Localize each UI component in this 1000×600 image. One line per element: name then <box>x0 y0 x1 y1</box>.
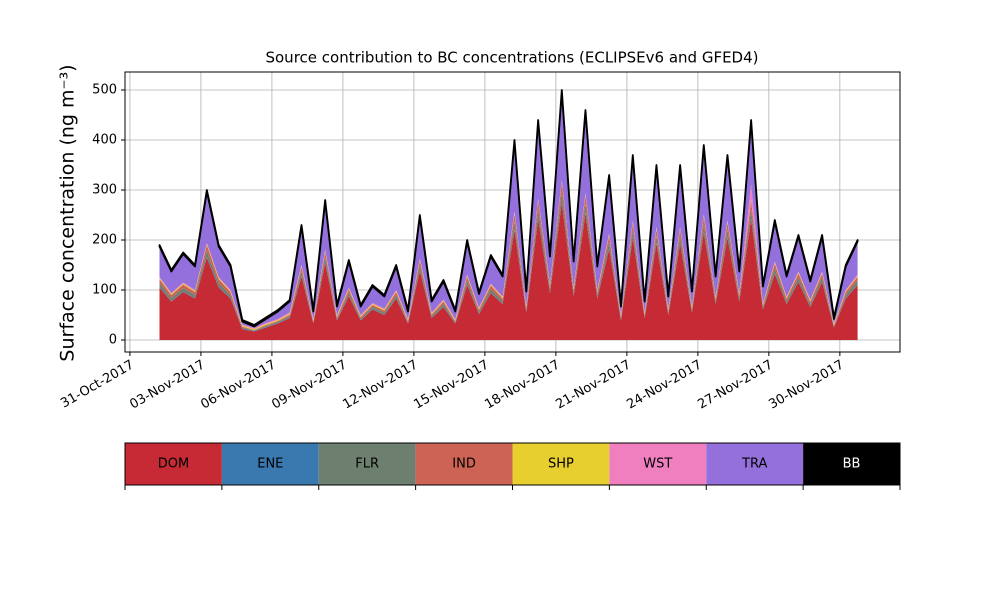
legend-label: WST <box>643 457 672 472</box>
x-tick-label: 18-Nov-2017 <box>482 358 562 413</box>
legend-label: DOM <box>158 457 189 472</box>
legend-swatch <box>318 443 416 485</box>
y-tick-label: 500 <box>92 83 117 98</box>
x-tick-label: 09-Nov-2017 <box>269 358 349 413</box>
area <box>159 192 858 331</box>
y-axis-label: Surface concentration (ng m⁻³) <box>57 64 79 361</box>
legend-label: FLR <box>355 457 379 472</box>
x-tick-label: 06-Nov-2017 <box>198 358 278 413</box>
y-tick-label: 200 <box>92 233 117 248</box>
x-tick-label: 21-Nov-2017 <box>553 358 633 413</box>
area <box>159 202 858 340</box>
y-tick-label: 100 <box>92 283 117 298</box>
legend-label: TRA <box>741 457 767 472</box>
legend-label: IND <box>452 457 476 472</box>
legend-label: ENE <box>257 457 283 472</box>
legend-swatch <box>512 443 610 485</box>
x-tick-label: 12-Nov-2017 <box>340 358 420 413</box>
y-tick-label: 300 <box>92 183 117 198</box>
area <box>159 182 858 331</box>
legend-label: SHP <box>548 457 574 472</box>
x-tick-label: 27-Nov-2017 <box>695 358 775 413</box>
legend-swatch <box>125 443 222 485</box>
plot-frame <box>124 71 901 353</box>
y-tick-label: 400 <box>92 133 117 148</box>
x-tick-label: 30-Nov-2017 <box>766 358 846 413</box>
legend-swatch <box>609 443 707 485</box>
x-tick-label: 31-Oct-2017 <box>58 358 136 412</box>
area <box>159 180 858 329</box>
legend-swatch <box>221 443 319 485</box>
y-tick-label: 0 <box>109 333 117 348</box>
x-tick-label: 03-Nov-2017 <box>127 358 207 413</box>
legend-swatch <box>803 443 900 485</box>
area <box>159 181 858 330</box>
legend-swatch <box>415 443 513 485</box>
legend-swatch <box>706 443 804 485</box>
x-tick-label: 15-Nov-2017 <box>411 358 491 413</box>
area <box>158 89 859 328</box>
chart-title: Source contribution to BC concentrations… <box>265 49 758 67</box>
legend-label: BB <box>843 457 861 472</box>
area <box>159 202 858 332</box>
x-tick-label: 24-Nov-2017 <box>624 358 704 413</box>
